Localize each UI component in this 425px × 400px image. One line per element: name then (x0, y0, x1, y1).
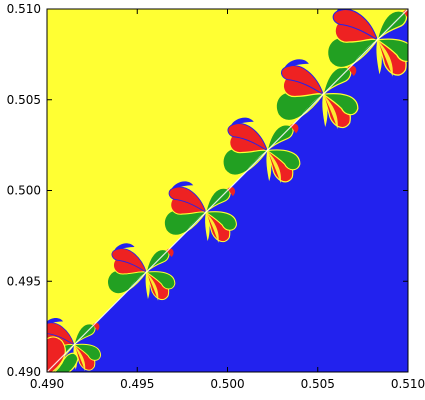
lobe-spike-down (322, 94, 328, 127)
x-tick-label: 0.500 (210, 377, 244, 391)
lobe-red-crown (227, 123, 269, 152)
lobe-corner (47, 336, 79, 372)
y-tick-label: 0.510 (7, 2, 41, 16)
x-tick-label: 0.490 (30, 377, 64, 391)
lobe-blue-crown-left (284, 59, 309, 68)
lobe-red-tip (403, 9, 408, 19)
lobe-red-crown (168, 186, 207, 214)
lobe-spike-right (267, 150, 282, 184)
axes: 0.490 0.495 0.500 0.505 0.510 0.490 0.495 0.500… (7, 2, 425, 391)
lobe-red-crown (280, 65, 325, 96)
x-tick-label: 0.495 (120, 377, 154, 391)
lobe-green-right (204, 211, 237, 231)
lobe-red-crown (332, 9, 379, 42)
lobe-spike-right (323, 94, 338, 129)
lobe-spike-down (145, 272, 150, 300)
lobe-green-right (144, 271, 176, 290)
lobe-blue-crown-left (47, 317, 64, 324)
plot-area (47, 9, 408, 372)
lobe-blue-crown-left (230, 117, 254, 126)
lobe-red-crown (111, 248, 148, 274)
lobe-blue-crown-left (171, 181, 194, 189)
lobe-corner-green (53, 352, 79, 372)
y-tick-label: 0.505 (7, 93, 41, 107)
y-tick-label: 0.495 (7, 274, 41, 288)
lobe-green-right (375, 38, 408, 63)
lobe-spike-down (266, 150, 272, 182)
y-tick-label: 0.500 (7, 184, 41, 198)
diagonal-line (47, 9, 408, 372)
lobe-spike-right (205, 212, 219, 243)
x-tick-label: 0.510 (391, 377, 425, 391)
lobe-corner-red (47, 336, 66, 372)
lobe-blue-crown-left (336, 9, 349, 12)
lobe-green-right (265, 149, 301, 171)
y-tick-label: 0.490 (7, 365, 41, 379)
lobe-spike-down (376, 39, 382, 75)
lobe-spike-down (205, 212, 210, 242)
x-tick-label: 0.505 (301, 377, 335, 391)
lobe-green-right (72, 343, 102, 361)
lobe-red-crown (47, 322, 75, 346)
lobe-spike-right (377, 39, 393, 77)
lobe-spike-right (146, 272, 159, 301)
lobe-spike-right (74, 344, 86, 372)
lobe-green-right (321, 93, 359, 116)
lobe-blue-crown-left (114, 243, 135, 251)
